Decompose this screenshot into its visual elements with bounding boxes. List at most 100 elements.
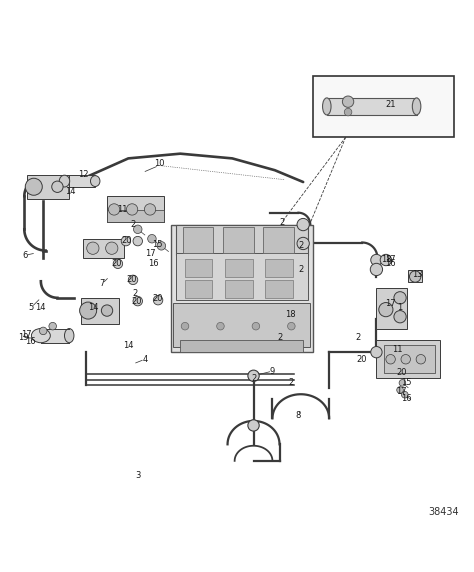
Circle shape <box>399 380 406 386</box>
Circle shape <box>297 237 310 249</box>
Text: 8: 8 <box>296 411 301 420</box>
Text: 18: 18 <box>285 310 296 319</box>
Text: 2: 2 <box>277 333 282 343</box>
Bar <box>263 227 294 253</box>
Text: 11: 11 <box>118 205 128 214</box>
Circle shape <box>148 235 156 243</box>
Text: 17: 17 <box>21 330 32 339</box>
Text: 17: 17 <box>385 255 396 264</box>
Circle shape <box>248 420 259 431</box>
Bar <box>185 280 212 298</box>
Text: 9: 9 <box>270 367 275 376</box>
Text: 18: 18 <box>381 255 392 264</box>
Circle shape <box>297 219 310 231</box>
Circle shape <box>128 275 138 285</box>
Circle shape <box>52 181 63 192</box>
Text: 16: 16 <box>401 394 411 403</box>
Circle shape <box>121 236 131 246</box>
Circle shape <box>252 323 260 330</box>
Circle shape <box>386 355 395 364</box>
Bar <box>41 328 69 343</box>
Bar <box>173 303 310 347</box>
Circle shape <box>380 255 392 265</box>
Text: 20: 20 <box>132 297 142 305</box>
Ellipse shape <box>322 98 331 115</box>
Circle shape <box>370 263 383 276</box>
Bar <box>376 340 440 378</box>
Circle shape <box>113 259 123 268</box>
Text: 12: 12 <box>78 170 89 180</box>
Circle shape <box>401 391 408 398</box>
Circle shape <box>80 302 97 319</box>
Bar <box>223 227 254 253</box>
Text: 20: 20 <box>356 355 367 364</box>
Text: 17: 17 <box>145 249 155 259</box>
Circle shape <box>288 323 295 330</box>
Circle shape <box>109 204 120 215</box>
Circle shape <box>379 303 393 317</box>
Ellipse shape <box>31 328 50 343</box>
Bar <box>64 175 95 186</box>
Text: 15: 15 <box>152 240 163 249</box>
Bar <box>185 259 212 276</box>
Circle shape <box>87 242 99 255</box>
Circle shape <box>342 96 354 108</box>
Text: 16: 16 <box>25 337 35 346</box>
Circle shape <box>394 292 406 304</box>
Circle shape <box>371 347 382 358</box>
Text: 2: 2 <box>355 333 360 343</box>
Ellipse shape <box>412 98 421 115</box>
Text: 6: 6 <box>23 251 28 260</box>
Bar <box>171 225 313 352</box>
Circle shape <box>106 242 118 255</box>
Text: 38434: 38434 <box>428 507 459 517</box>
Bar <box>175 253 308 300</box>
Circle shape <box>49 323 56 330</box>
Text: 2: 2 <box>133 289 138 297</box>
Circle shape <box>134 225 142 233</box>
Circle shape <box>127 204 138 215</box>
Circle shape <box>181 323 189 330</box>
Text: 7: 7 <box>100 279 105 288</box>
Bar <box>383 345 436 374</box>
Text: 14: 14 <box>88 303 98 312</box>
Circle shape <box>217 323 224 330</box>
Bar <box>83 239 124 257</box>
Circle shape <box>371 255 382 265</box>
Text: 20: 20 <box>396 368 407 376</box>
Text: 16: 16 <box>148 259 159 268</box>
Bar <box>182 227 213 253</box>
Text: 5: 5 <box>29 303 34 312</box>
Bar <box>313 76 455 137</box>
Text: 16: 16 <box>385 259 395 268</box>
Text: 14: 14 <box>65 187 76 196</box>
Text: 10: 10 <box>154 158 164 168</box>
Bar <box>327 98 417 115</box>
Circle shape <box>154 296 163 305</box>
Circle shape <box>101 305 113 316</box>
Text: 3: 3 <box>135 471 140 479</box>
Circle shape <box>416 355 426 364</box>
Circle shape <box>394 311 406 323</box>
Text: 2: 2 <box>298 241 303 251</box>
Circle shape <box>397 387 403 394</box>
Text: 4: 4 <box>142 355 147 364</box>
Text: 13: 13 <box>412 269 423 279</box>
Text: 20: 20 <box>122 236 132 245</box>
Bar <box>225 280 253 298</box>
Ellipse shape <box>59 175 70 187</box>
Bar <box>225 259 253 276</box>
Text: 14: 14 <box>123 340 134 349</box>
Text: 2: 2 <box>298 265 303 274</box>
Text: 2: 2 <box>289 379 294 387</box>
Circle shape <box>410 271 421 282</box>
Bar <box>180 340 303 352</box>
Bar <box>107 196 164 222</box>
Text: 15: 15 <box>401 379 411 387</box>
Text: 14: 14 <box>35 303 45 312</box>
Circle shape <box>25 178 42 195</box>
Bar <box>27 175 69 198</box>
Bar <box>175 225 308 255</box>
Bar <box>107 210 164 222</box>
Text: 2: 2 <box>130 220 136 229</box>
